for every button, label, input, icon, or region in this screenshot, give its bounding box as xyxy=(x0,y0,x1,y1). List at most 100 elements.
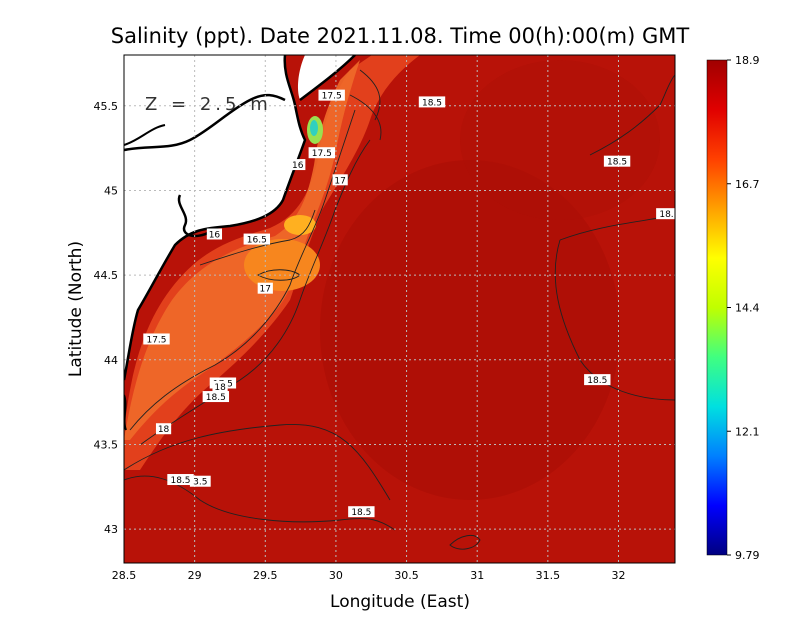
contour-label-group: 17.518.517.5161718.518.1616.51717.517.51… xyxy=(143,89,677,518)
colorbar-tick-label: 12.1 xyxy=(735,425,760,438)
offshore-core xyxy=(320,160,620,500)
contour-label-bg xyxy=(243,233,271,245)
contour-label-bg xyxy=(202,391,230,403)
contour-label-bg xyxy=(143,333,170,345)
colorbar-tick-labels: 18.9 16.7 14.4 12.1 9.79 xyxy=(727,54,760,562)
contour-label-bg xyxy=(348,506,375,518)
plume-patch xyxy=(244,239,320,291)
contour-label: 18 xyxy=(212,380,228,393)
chart-title: Salinity (ppt). Date 2021.11.08. Time 00… xyxy=(111,24,690,48)
x-tick-labels: 28.5 29 29.5 30 30.5 31 31.5 32 xyxy=(112,569,626,582)
contour-label-text: 17.5 xyxy=(322,92,342,102)
contour-label-bg xyxy=(257,282,273,294)
contour-label: 18.5 xyxy=(348,506,375,518)
x-tick-label: 31 xyxy=(470,569,484,582)
contour-label-bg xyxy=(308,147,335,159)
contour-label-text: 18 xyxy=(158,425,170,435)
colorbar-tick-label: 16.7 xyxy=(735,178,760,191)
y-tick-label: 44.5 xyxy=(94,269,119,282)
colorbar xyxy=(706,59,728,556)
contour-label-text: 18.5 xyxy=(422,98,442,108)
y-tick-label: 45.5 xyxy=(94,100,119,113)
contour-label-text: 18 xyxy=(214,383,226,393)
contour-label-text: 18.5 xyxy=(607,158,627,168)
y-tick-labels: 43 43.5 44 44.5 45 45.5 xyxy=(94,100,119,536)
contour-label-text: 18.5 xyxy=(587,376,607,386)
x-tick-label: 30.5 xyxy=(394,569,419,582)
plot-area xyxy=(124,55,675,563)
contour-label-bg xyxy=(206,228,223,240)
plume-yellow xyxy=(284,215,316,235)
x-tick-label: 31.5 xyxy=(536,569,561,582)
contour-label: 17.5 xyxy=(143,333,170,345)
coastline xyxy=(124,55,307,381)
contour-label-text: 18.5 xyxy=(206,393,226,403)
colorbar-tick-label: 9.79 xyxy=(735,549,760,562)
contour-label-text: 17.5 xyxy=(312,149,332,159)
x-tick-label: 28.5 xyxy=(112,569,137,582)
contour-label-bg xyxy=(167,474,194,486)
contour-label-text: 18.5 xyxy=(351,508,371,518)
x-tick-label: 32 xyxy=(611,569,625,582)
coastal-band-inner xyxy=(124,60,360,440)
contour-label: 18.5 xyxy=(603,155,631,168)
contour-label: 17.5 xyxy=(318,89,345,102)
x-axis-label: Longitude (East) xyxy=(330,592,470,612)
contour-label: 18.5 xyxy=(418,96,446,108)
contour-label-text: 18.5 xyxy=(170,476,190,486)
colorbar-tick-label: 14.4 xyxy=(735,302,760,315)
contour-label: 18. xyxy=(656,208,677,220)
lake-border-2 xyxy=(124,124,166,146)
contour-label-bg xyxy=(189,475,211,487)
coastline-north xyxy=(299,55,356,101)
contour-label: 3.5 xyxy=(189,475,211,488)
contour-label: 17.5 xyxy=(308,147,335,159)
contour-label-bg xyxy=(418,96,446,108)
contour-label: 16 xyxy=(206,228,223,240)
contour-label-text: 17 xyxy=(260,285,271,295)
contour-label: 18.5 xyxy=(202,391,230,403)
contour-label-bg xyxy=(212,380,228,392)
contour-label-bg xyxy=(656,208,677,220)
lagoon-border xyxy=(177,194,211,238)
y-tick-label: 43 xyxy=(104,523,118,536)
contour-label-text: 17 xyxy=(334,176,345,186)
contour-label: 18.5 xyxy=(167,474,194,486)
contour-label: 17 xyxy=(332,174,348,186)
x-tick-label: 30 xyxy=(329,569,343,582)
x-tick-label: 29 xyxy=(188,569,202,582)
contour-label-bg xyxy=(155,423,172,435)
coast-south xyxy=(124,394,127,431)
contour-label-bg xyxy=(584,374,611,386)
contour-label-text: 16 xyxy=(292,161,304,171)
contour-label: 17 xyxy=(257,282,273,295)
contour-label-bg xyxy=(318,89,345,101)
plot-frame xyxy=(123,54,676,564)
contour-label-bg xyxy=(290,159,306,171)
contour-label: 16 xyxy=(290,159,306,171)
contour-label-text: 17.5 xyxy=(146,335,166,345)
y-tick-label: 44 xyxy=(104,354,118,367)
contour-label: 18 xyxy=(155,423,172,435)
land-mass xyxy=(124,55,305,380)
contour-label: 16.5 xyxy=(243,233,271,246)
offshore-core-north xyxy=(460,60,660,220)
contour-label-text: 16.5 xyxy=(247,236,267,246)
y-axis-label: Latitude (North) xyxy=(66,241,86,377)
x-tick-label: 29.5 xyxy=(253,569,278,582)
contour-label: 18.5 xyxy=(584,374,611,386)
contour-label-text: 3.5 xyxy=(193,478,207,488)
lake-border-1 xyxy=(124,93,286,152)
depth-label: Z = 2.5 m xyxy=(145,94,272,115)
contour-label-text: 18. xyxy=(659,210,673,220)
grid-lines xyxy=(124,55,675,563)
contour-label-text: 16 xyxy=(209,230,221,240)
contour-label-bg xyxy=(332,174,348,186)
contour-label-bg xyxy=(603,155,631,167)
land-north xyxy=(297,55,355,100)
y-tick-label: 45 xyxy=(104,184,118,197)
y-tick-label: 43.5 xyxy=(94,438,119,451)
colorbar-tick-label: 18.9 xyxy=(735,54,760,67)
danube-mouth-cyan xyxy=(310,120,318,136)
